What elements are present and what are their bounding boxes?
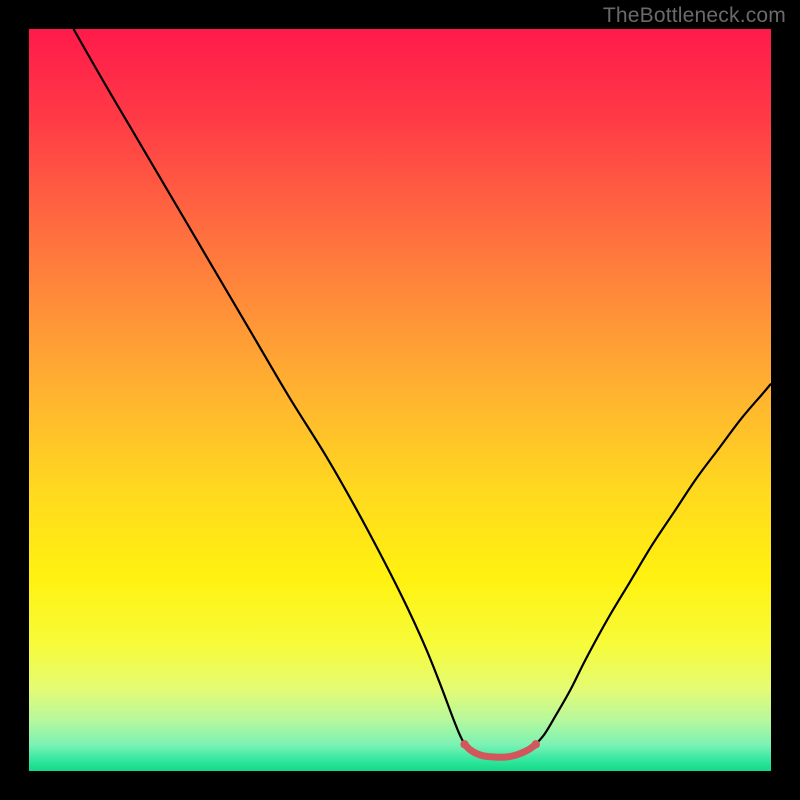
watermark-text: TheBottleneck.com bbox=[603, 4, 786, 28]
trough-cap-left bbox=[460, 740, 468, 748]
curve-right-ascending bbox=[536, 384, 771, 745]
trough-band bbox=[465, 744, 536, 757]
plot-area bbox=[29, 29, 771, 771]
curve-left-descending bbox=[74, 29, 465, 744]
bottleneck-chart bbox=[0, 0, 800, 800]
trough-cap-right bbox=[532, 740, 540, 748]
chart-curves bbox=[29, 29, 771, 771]
